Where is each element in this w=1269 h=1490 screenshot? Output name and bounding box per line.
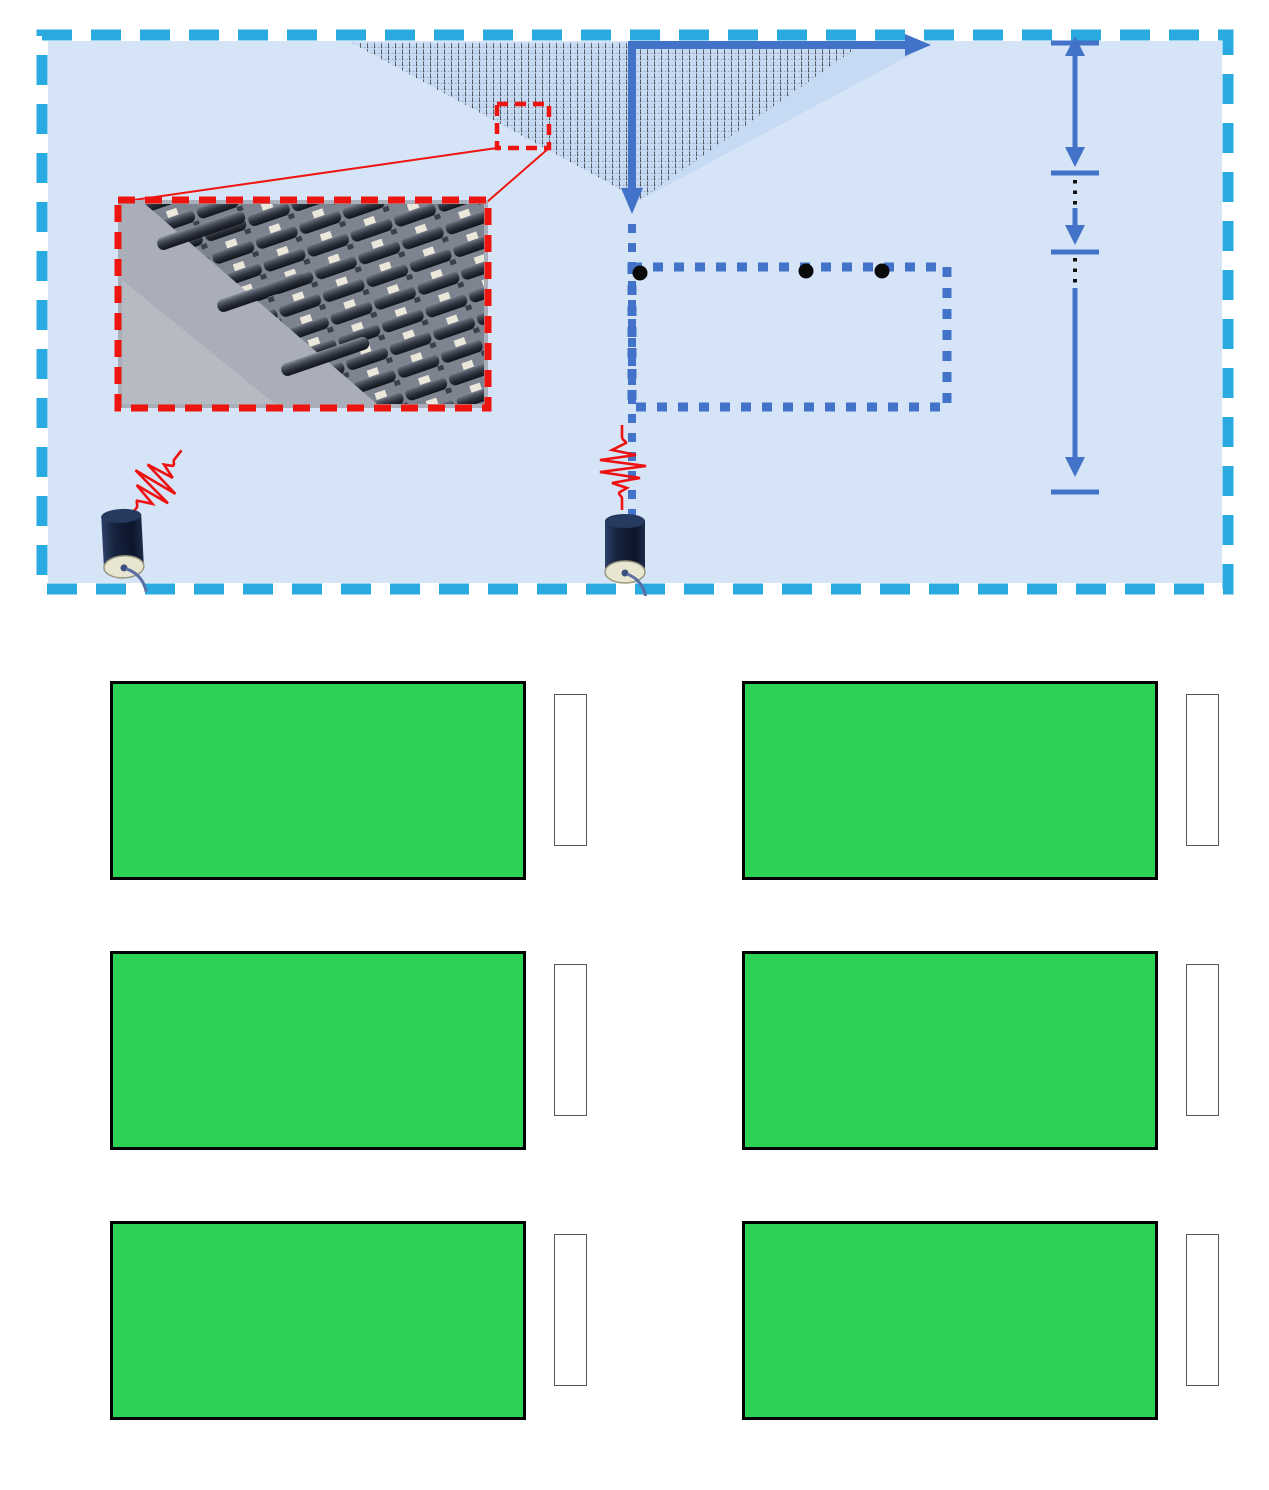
- heatmap-plot-b-cloak: [40, 1198, 672, 1490]
- wavelet-middle-icon: [599, 425, 647, 510]
- plot-area: [110, 951, 526, 1150]
- y-tick-labels: [40, 1224, 104, 1417]
- y-tick-labels: [40, 954, 104, 1147]
- tank-dashed-border: [36, 29, 1234, 595]
- heatmap-canvas: [745, 684, 1155, 877]
- dimension-arrowheads: [1065, 36, 1085, 477]
- heatmap-plot-b-plane: [40, 658, 672, 950]
- zoom-region-box: [494, 101, 552, 151]
- x-tick-labels: [745, 1422, 1155, 1454]
- y-tick-labels: [672, 1224, 736, 1417]
- colorbar: [1186, 964, 1219, 1116]
- transducer-middle: [604, 514, 648, 596]
- x-tick-labels: [745, 882, 1155, 914]
- plot-area: [110, 681, 526, 880]
- point-A-marker: [632, 265, 648, 281]
- colorbar: [554, 1234, 587, 1386]
- y-tick-labels: [672, 954, 736, 1147]
- colorbar: [1186, 1234, 1219, 1386]
- y-tick-labels: [40, 684, 104, 877]
- x-tick-labels: [113, 1152, 523, 1184]
- heatmap-plot-c-plane: [672, 658, 1269, 950]
- heatmap-canvas: [113, 684, 523, 877]
- heatmap-plot-c-cloak: [672, 1198, 1269, 1490]
- transducer-left: [101, 508, 148, 593]
- colorbar: [554, 694, 587, 846]
- panel-a-schematic: [35, 28, 1235, 596]
- heatmap-canvas: [745, 1224, 1155, 1417]
- plot-area: [110, 1221, 526, 1420]
- y-axis-arrowhead-icon: [621, 188, 643, 214]
- point-B-marker: [798, 263, 814, 279]
- heatmap-plot-c-target: [672, 928, 1269, 1220]
- photo-dashed-border: [114, 196, 492, 412]
- plot-area: [742, 951, 1158, 1150]
- x-tick-labels: [113, 882, 523, 914]
- x-tick-labels: [745, 1152, 1155, 1184]
- heatmap-canvas: [113, 954, 523, 1147]
- zoom-connector-left: [119, 147, 498, 203]
- x-axis-arrowhead-icon: [905, 34, 931, 56]
- zoom-connector-right: [486, 147, 550, 203]
- heatmap-plot-b-target: [40, 928, 672, 1220]
- heatmap-canvas: [745, 954, 1155, 1147]
- y-tick-labels: [672, 684, 736, 877]
- colorbar: [1186, 694, 1219, 846]
- metamaterial-mesh: [350, 42, 865, 200]
- dimension-lines: [1051, 40, 1099, 495]
- scan-region-rect: [627, 262, 952, 412]
- plot-area: [742, 1221, 1158, 1420]
- plot-area: [742, 681, 1158, 880]
- heatmap-canvas: [113, 1224, 523, 1417]
- wavelet-left-icon: [128, 449, 183, 519]
- metamaterial-photo-content: [122, 204, 484, 404]
- colorbar: [554, 964, 587, 1116]
- point-C-marker: [874, 263, 890, 279]
- x-tick-labels: [113, 1422, 523, 1454]
